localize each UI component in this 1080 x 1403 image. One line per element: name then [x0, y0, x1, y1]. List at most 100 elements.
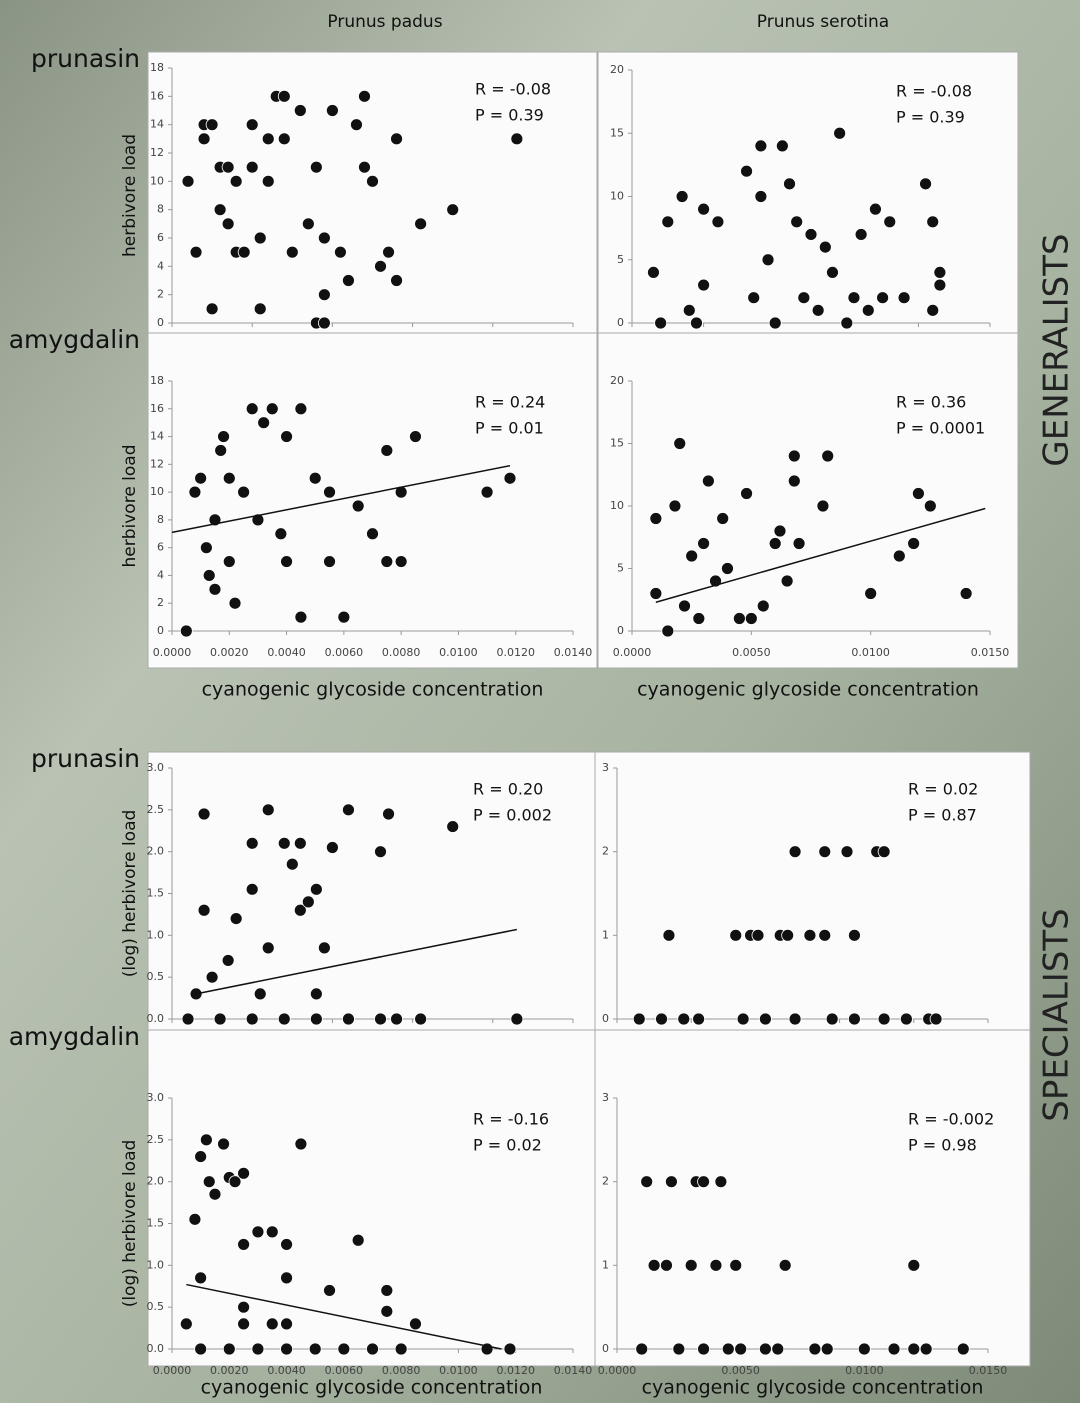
point	[195, 1343, 207, 1355]
point	[924, 500, 936, 512]
point	[930, 1013, 942, 1025]
point	[218, 1138, 230, 1150]
y-tick-label: 0.5	[147, 970, 165, 983]
point	[960, 588, 972, 600]
y-tick-label: 2.5	[147, 1133, 165, 1146]
point	[295, 403, 307, 415]
x-tick-label: 0.0100	[439, 646, 478, 659]
point	[195, 472, 207, 484]
point	[281, 1318, 293, 1330]
point	[789, 1013, 801, 1025]
point	[262, 804, 274, 816]
y-tick-label: 0.0	[147, 1342, 165, 1355]
point	[848, 1013, 860, 1025]
point	[391, 1013, 403, 1025]
point	[409, 1318, 421, 1330]
point	[648, 1259, 660, 1271]
point	[741, 488, 753, 500]
point	[693, 1013, 705, 1025]
y-tick-label: 0	[617, 316, 624, 329]
point	[755, 140, 767, 152]
point	[511, 133, 523, 145]
point	[246, 403, 258, 415]
point	[793, 538, 805, 550]
point	[334, 246, 346, 258]
x-axis-label: cyanogenic glycoside concentration	[202, 679, 544, 701]
point	[294, 837, 306, 849]
point	[310, 988, 322, 1000]
point	[230, 175, 242, 187]
x-tick-label: 0.0060	[325, 1364, 364, 1377]
y-tick-label: 10	[610, 190, 624, 203]
x-tick-label: 0.0150	[971, 646, 1010, 659]
point	[712, 216, 724, 228]
point	[511, 1013, 523, 1025]
point	[295, 611, 307, 623]
point	[762, 254, 774, 266]
point	[900, 1013, 912, 1025]
point	[841, 846, 853, 858]
point	[281, 556, 293, 568]
y-tick-label: 12	[150, 146, 164, 159]
point	[698, 203, 710, 215]
point	[735, 1343, 747, 1355]
point	[730, 1259, 742, 1271]
point	[877, 292, 889, 304]
point	[395, 1343, 407, 1355]
point	[650, 588, 662, 600]
point	[665, 1176, 677, 1188]
point	[189, 1213, 201, 1225]
y-tick-label: 1.0	[147, 1258, 165, 1271]
point	[352, 1234, 364, 1246]
point	[759, 1343, 771, 1355]
point	[352, 500, 364, 512]
point	[737, 1013, 749, 1025]
point	[215, 444, 227, 456]
point	[281, 1238, 293, 1250]
point	[650, 513, 662, 525]
point	[636, 1343, 648, 1355]
point	[781, 575, 793, 587]
point	[674, 438, 686, 450]
point	[310, 1013, 322, 1025]
point	[180, 1318, 192, 1330]
point	[415, 218, 427, 230]
point	[878, 846, 890, 858]
point	[848, 292, 860, 304]
point	[698, 1343, 710, 1355]
point	[278, 90, 290, 102]
row-label: prunasin	[31, 744, 140, 773]
point	[819, 929, 831, 941]
y-tick-label: 6	[157, 231, 164, 244]
point	[310, 161, 322, 173]
point	[391, 133, 403, 145]
point	[395, 556, 407, 568]
annotation: R = -0.002	[908, 1110, 994, 1129]
y-tick-label: 3.0	[147, 1091, 165, 1104]
point	[759, 1013, 771, 1025]
y-tick-label: 3	[602, 1091, 609, 1104]
x-tick-label: 0.0120	[496, 646, 535, 659]
y-tick-label: 1.0	[147, 928, 165, 941]
point	[869, 203, 881, 215]
point	[409, 431, 421, 443]
point	[791, 216, 803, 228]
point	[865, 588, 877, 600]
point	[633, 1013, 645, 1025]
point	[324, 486, 336, 498]
y-tick-label: 18	[150, 61, 164, 74]
y-tick-label: 16	[150, 89, 164, 102]
point	[223, 556, 235, 568]
point	[324, 556, 336, 568]
point	[278, 133, 290, 145]
point	[342, 804, 354, 816]
point	[206, 971, 218, 983]
point	[878, 1013, 890, 1025]
y-tick-label: 0	[602, 1342, 609, 1355]
y-tick-label: 4	[157, 568, 164, 581]
point	[375, 846, 387, 858]
x-tick-label: 0.0100	[845, 1364, 884, 1377]
point	[358, 161, 370, 173]
point	[338, 611, 350, 623]
point	[246, 1013, 258, 1025]
